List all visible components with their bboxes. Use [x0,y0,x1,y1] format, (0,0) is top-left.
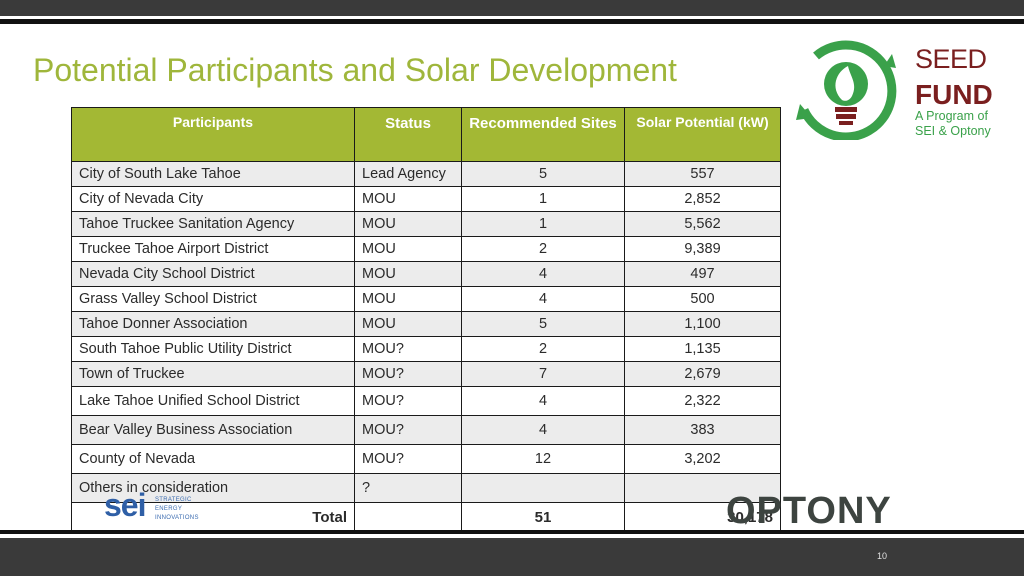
seed-fund-program-text: A Program of [915,109,988,123]
cell-status: MOU? [354,415,462,445]
sei-tag-line1: STRATEGIC [155,497,192,503]
cell-sites: 5 [461,311,625,337]
cell-status: Lead Agency [354,161,462,187]
cell-solar: 2,322 [624,386,781,416]
sei-logo-text: sei [104,487,146,523]
cell-status: MOU [354,211,462,237]
cell-status: ? [354,473,462,503]
table-row: Lake Tahoe Unified School District MOU? … [71,386,781,416]
cell-solar: 3,202 [624,444,781,474]
cell-status: MOU [354,286,462,312]
page-number: 10 [876,551,887,561]
table-row: Tahoe Donner Association MOU 5 1,100 [71,311,781,337]
cell-status: MOU? [354,336,462,362]
cell-solar: 2,679 [624,361,781,387]
cell-participant: South Tahoe Public Utility District [71,336,355,362]
table-row: Tahoe Truckee Sanitation Agency MOU 1 5,… [71,211,781,237]
table-header-row: Participants Status Recommended Sites So… [71,107,781,162]
cell-solar: 1,100 [624,311,781,337]
cell-solar: 557 [624,161,781,187]
participants-table: Participants Status Recommended Sites So… [71,107,781,532]
cell-solar: 1,135 [624,336,781,362]
optony-logo-text: OPTONY [726,490,892,532]
cell-participant: Tahoe Truckee Sanitation Agency [71,211,355,237]
cell-solar: 2,852 [624,186,781,212]
header-solar-potential: Solar Potential (kW) [624,107,781,162]
cell-participant: Bear Valley Business Association [71,415,355,445]
cell-participant: Town of Truckee [71,361,355,387]
table-row: Nevada City School District MOU 4 497 [71,261,781,287]
cell-solar: 9,389 [624,236,781,262]
cell-sites: 4 [461,261,625,287]
table-row: Bear Valley Business Association MOU? 4 … [71,415,781,445]
seed-fund-partners-text: SEI & Optony [915,124,991,138]
cell-sites [461,473,625,503]
cell-solar: 497 [624,261,781,287]
cell-participant: Nevada City School District [71,261,355,287]
cell-participant: City of Nevada City [71,186,355,212]
cell-total-status [354,502,462,532]
cell-participant: Others in consideration [71,473,355,503]
cell-status: MOU [354,186,462,212]
sei-tag-line3: INNOVATIONS [155,515,199,521]
top-rule [0,19,1024,24]
cell-status: MOU? [354,444,462,474]
cell-sites: 2 [461,236,625,262]
table-row: Truckee Tahoe Airport District MOU 2 9,3… [71,236,781,262]
table-row: Town of Truckee MOU? 7 2,679 [71,361,781,387]
table-row: City of South Lake Tahoe Lead Agency 5 5… [71,161,781,187]
top-band [0,0,1024,16]
sei-tag-line2: ENERGY [155,506,183,512]
table-row: Others in consideration ? [71,473,781,503]
cell-sites: 12 [461,444,625,474]
table-row: City of Nevada City MOU 1 2,852 [71,186,781,212]
cell-sites: 2 [461,336,625,362]
table-row: Grass Valley School District MOU 4 500 [71,286,781,312]
cell-solar [624,473,781,503]
cell-sites: 1 [461,186,625,212]
cell-sites: 4 [461,415,625,445]
seed-fund-logo-icon [796,40,897,140]
cell-status: MOU [354,261,462,287]
cell-sites: 7 [461,361,625,387]
cell-participant: Lake Tahoe Unified School District [71,386,355,416]
cell-solar: 5,562 [624,211,781,237]
cell-participant: County of Nevada [71,444,355,474]
cell-participant: Grass Valley School District [71,286,355,312]
cell-total-solar: 30,178 [624,502,781,532]
table-row: South Tahoe Public Utility District MOU?… [71,336,781,362]
header-status: Status [354,107,462,162]
cell-participant: Tahoe Donner Association [71,311,355,337]
cell-total-label: Total [71,502,355,532]
bottom-band [0,538,1024,576]
cell-sites: 4 [461,286,625,312]
table-row: County of Nevada MOU? 12 3,202 [71,444,781,474]
cell-solar: 383 [624,415,781,445]
cell-status: MOU [354,311,462,337]
cell-sites: 4 [461,386,625,416]
header-participants: Participants [71,107,355,162]
cell-sites: 1 [461,211,625,237]
cell-sites: 5 [461,161,625,187]
seed-fund-fund-text: FUND [915,79,993,110]
cell-solar: 500 [624,286,781,312]
slide-title: Potential Participants and Solar Develop… [33,52,677,88]
cell-participant: Truckee Tahoe Airport District [71,236,355,262]
cell-total-sites: 51 [461,502,625,532]
header-recommended-sites: Recommended Sites [461,107,625,162]
cell-status: MOU [354,236,462,262]
bottom-rule [0,530,1024,534]
cell-status: MOU? [354,386,462,416]
cell-participant: City of South Lake Tahoe [71,161,355,187]
seed-fund-seed-text: SEED [915,44,987,74]
cell-status: MOU? [354,361,462,387]
